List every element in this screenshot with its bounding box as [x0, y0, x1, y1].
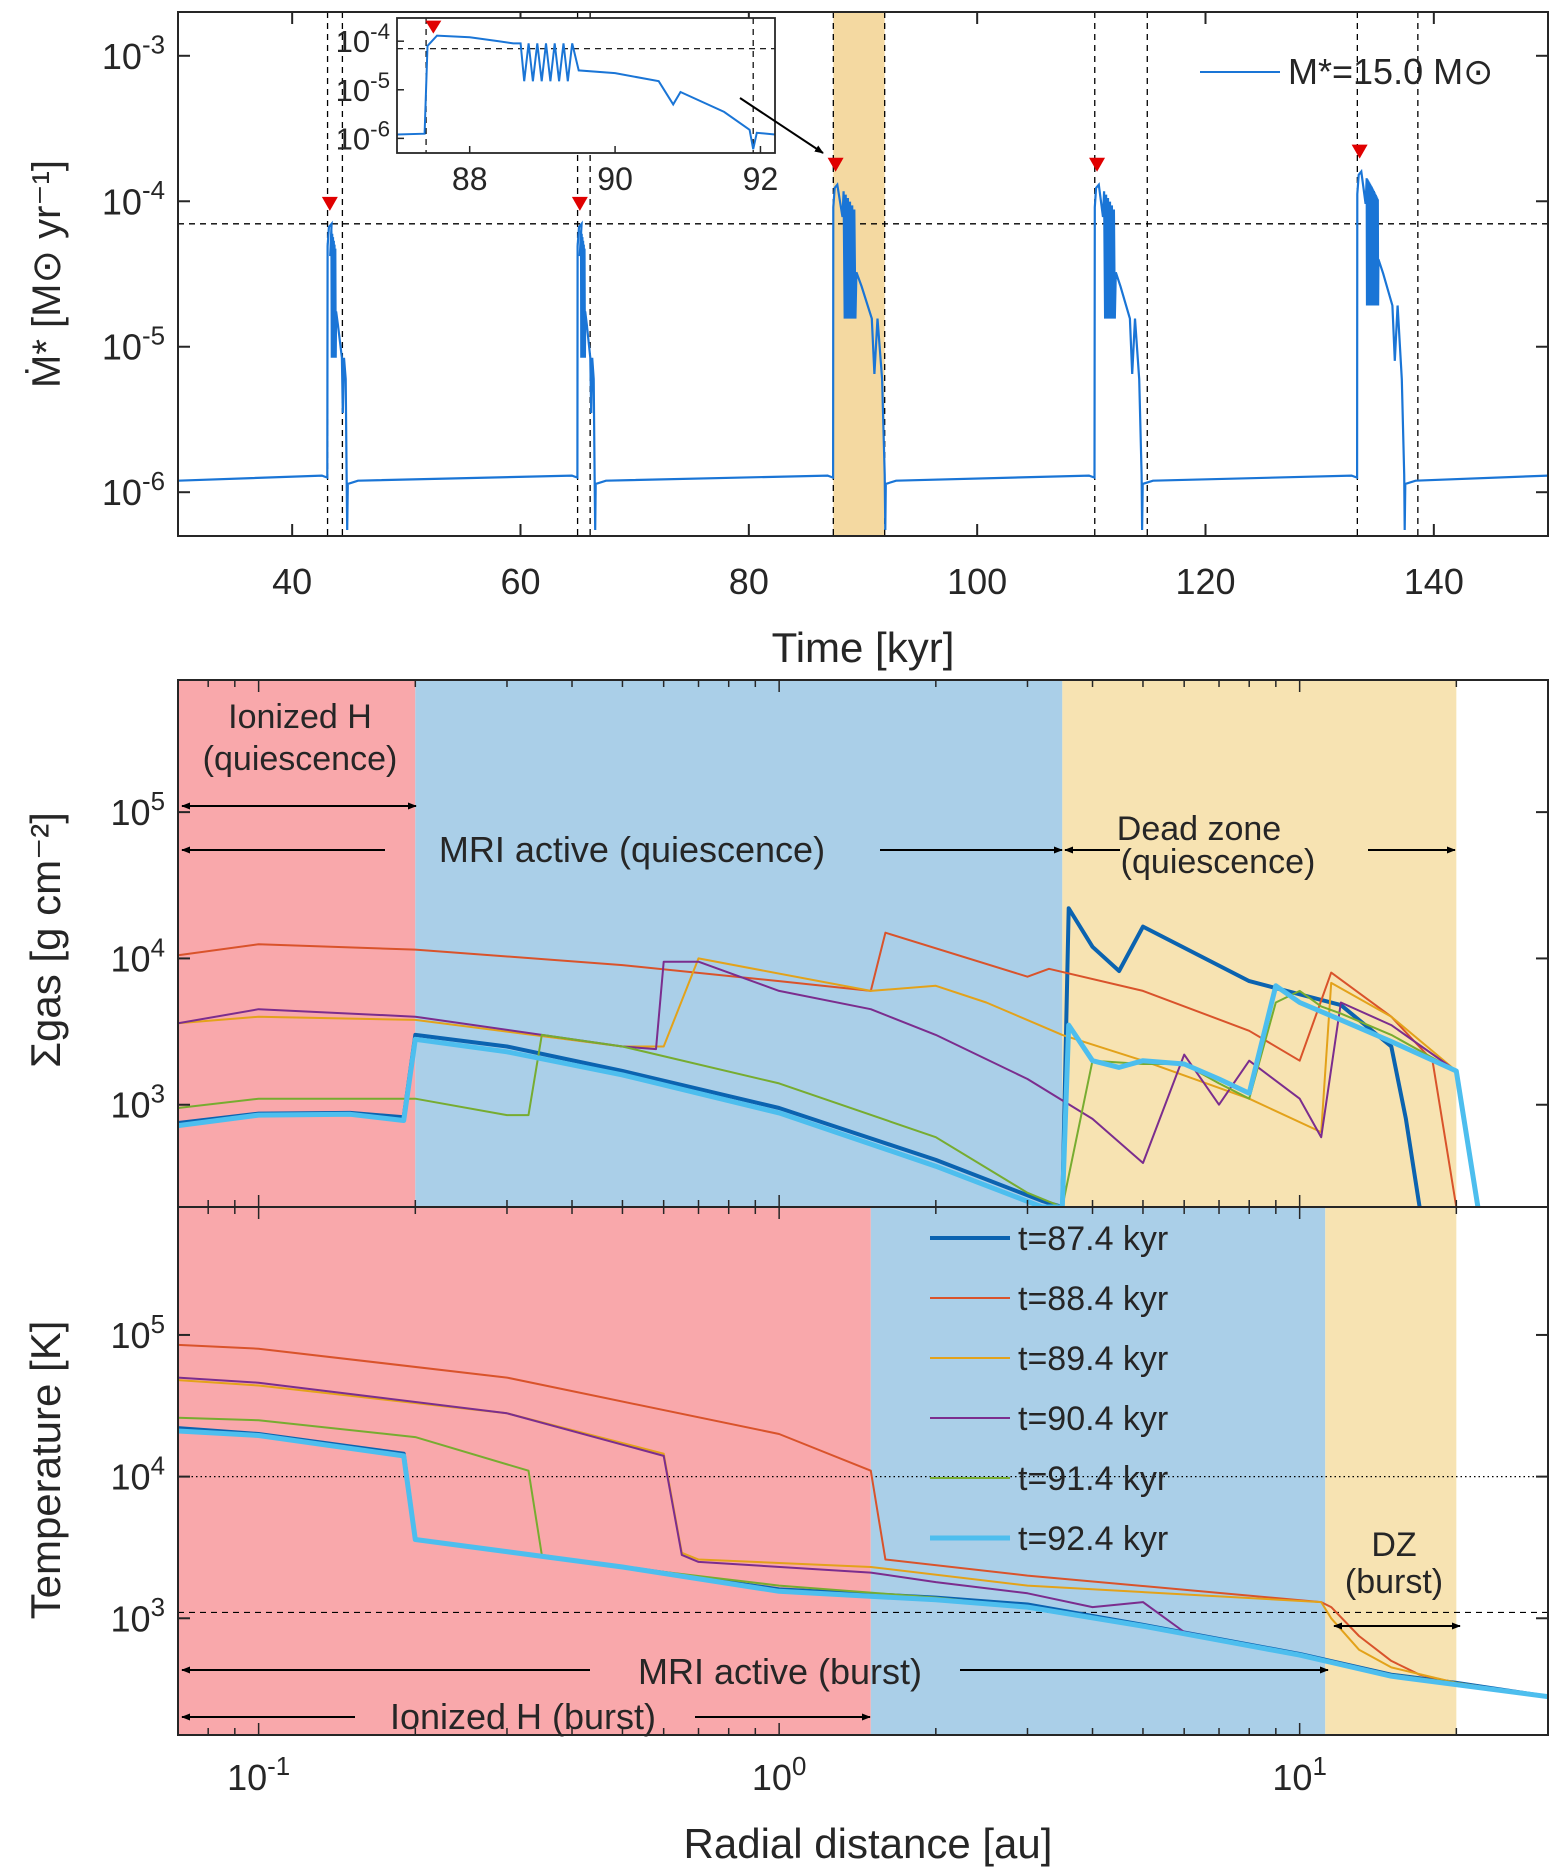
temperature-regions	[178, 1207, 1457, 1735]
bot-xlabel: Radial distance [au]	[684, 1820, 1053, 1867]
highlight-rect	[833, 12, 885, 536]
x-tick-label: 10-1	[227, 1753, 290, 1798]
legend-entry: t=87.4 kyr	[1018, 1220, 1168, 1258]
y-tick-label: 10-4	[102, 177, 165, 222]
y-tick-label: 105	[111, 1311, 165, 1356]
x-tick-label: 100	[947, 561, 1007, 602]
mri-active-quiescence-label: MRI active (quiescence)	[439, 829, 825, 870]
series-line	[178, 1428, 1548, 1700]
top-x-ticks: 40 60 80 100 120 140	[272, 12, 1464, 602]
inset-x-tick-label: 92	[743, 161, 779, 197]
mid-ylabel: Σgas [g cm⁻²]	[22, 812, 69, 1068]
x-tick-label: 140	[1404, 561, 1464, 602]
series-line	[178, 960, 1479, 1207]
y-tick-label: 103	[111, 1594, 165, 1639]
mid-annotations: Ionized H (quiescence) MRI active (quies…	[181, 698, 1456, 881]
dead-zone-sublabel: (quiescence)	[1121, 843, 1316, 881]
accretion-rate-panel: 40 60 80 100 120 140 10-6 10-5 10-4 10-3 Time [k…	[24, 11, 1549, 671]
legend-entry: t=89.4 kyr	[1018, 1340, 1168, 1378]
region-band	[1325, 1207, 1457, 1735]
ionized-h-burst-label: Ionized H (burst)	[390, 1696, 656, 1737]
inset-series	[397, 34, 775, 150]
series-line	[178, 931, 1458, 1207]
inset-zoom: 88 90 92 10-6 10-5 10-4	[336, 17, 778, 197]
burst-highlight-band	[833, 12, 885, 536]
legend-entry: t=88.4 kyr	[1018, 1280, 1168, 1318]
time-legend: t=87.4 kyr t=88.4 kyr t=89.4 kyr t=90.4 kyr…	[930, 1220, 1168, 1558]
top-legend: M*=15.0 M⊙	[1200, 51, 1493, 92]
inset-x-tick-label: 88	[452, 161, 488, 197]
mri-active-burst-label: MRI active (burst)	[638, 1651, 922, 1692]
inset-y-tick-label: 10-6	[336, 116, 390, 156]
surface-density-series	[178, 906, 1481, 1207]
y-tick-label: 10-6	[102, 468, 165, 513]
x-tick-label: 120	[1175, 561, 1235, 602]
temperature-series	[178, 1343, 1548, 1700]
x-tick-label: 80	[729, 561, 769, 602]
bot-axes-box	[177, 1206, 1549, 1736]
region-band	[178, 1207, 871, 1735]
x-tick-label: 100	[752, 1753, 806, 1798]
legend-entry: t=90.4 kyr	[1018, 1400, 1168, 1438]
surface-density-panel: 103 104 105 Σgas [g cm⁻²] Ionized H (quies…	[22, 679, 1549, 1208]
dz-label: DZ	[1371, 1526, 1416, 1564]
top-xlabel: Time [kyr]	[772, 624, 955, 671]
x-tick-label: 60	[500, 561, 540, 602]
inset-box	[396, 17, 776, 154]
inset-peak-marker	[425, 20, 442, 34]
bot-ylabel: Temperature [K]	[22, 1321, 69, 1620]
inset-background	[397, 18, 775, 153]
inset-y-tick-label: 10-5	[336, 68, 390, 108]
y-tick-label: 104	[111, 934, 165, 979]
inset-accretion-line	[397, 34, 775, 150]
y-tick-label: 10-3	[102, 32, 165, 77]
inset-peak-triangle	[425, 20, 442, 34]
temperature-reference-lines	[178, 1476, 1548, 1614]
inset-x-ticks: 88 90 92	[452, 146, 778, 197]
mid-x-ticks	[177, 680, 1549, 1207]
y-tick-label: 105	[111, 788, 165, 833]
ionized-h-quiescence-sublabel: (quiescence)	[203, 740, 398, 778]
top-y-ticks: 10-6 10-5 10-4 10-3	[102, 32, 1548, 513]
accretion-rate-line	[178, 168, 1548, 531]
burst-peak-triangle	[321, 196, 338, 211]
temperature-panel: 103 104 105 10-1 100 101 Temperature [K] Rad…	[22, 1206, 1549, 1867]
burst-peak-triangle	[827, 157, 844, 172]
legend-entry: t=92.4 kyr	[1018, 1520, 1168, 1558]
ionized-h-quiescence-label: Ionized H	[228, 698, 372, 736]
region-band	[415, 680, 1063, 1207]
top-axes-box	[177, 11, 1549, 537]
inset-pointer-arrow	[739, 97, 824, 154]
legend-entry: t=91.4 kyr	[1018, 1460, 1168, 1498]
inset-x-tick-label: 90	[597, 161, 633, 197]
burst-peak-triangle	[1089, 157, 1106, 172]
dz-sublabel: (burst)	[1345, 1563, 1443, 1601]
x-tick-label: 101	[1272, 1753, 1326, 1798]
top-ylabel: Ṁ* [M⊙ yr⁻¹]	[24, 160, 69, 388]
series-line	[178, 983, 1481, 1207]
bot-x-ticks: 10-1 100 101	[177, 1207, 1549, 1798]
y-tick-label: 104	[111, 1452, 165, 1497]
y-tick-label: 10-5	[102, 323, 165, 368]
inset-y-tick-label: 10-4	[336, 19, 390, 59]
x-tick-label: 40	[272, 561, 312, 602]
y-tick-label: 103	[111, 1081, 165, 1126]
burst-peak-markers	[321, 144, 1368, 211]
burst-peak-triangle	[571, 196, 588, 211]
series-line	[178, 957, 1479, 1207]
legend-label: M*=15.0 M⊙	[1288, 51, 1493, 92]
inset-y-ticks: 10-6 10-5 10-4	[336, 19, 404, 156]
top-reference-lines	[178, 12, 1548, 536]
accretion-rate-series	[178, 168, 1548, 531]
bot-annotations: DZ DZ (burst) MRI active (burst) Ionized…	[181, 1526, 1461, 1737]
bot-y-ticks: 103 104 105	[111, 1311, 1548, 1639]
dead-zone-label: Dead zone	[1117, 810, 1281, 848]
region-band	[1062, 680, 1457, 1207]
mid-y-ticks: 103 104 105	[111, 788, 1548, 1126]
burst-peak-triangle	[1351, 144, 1368, 159]
